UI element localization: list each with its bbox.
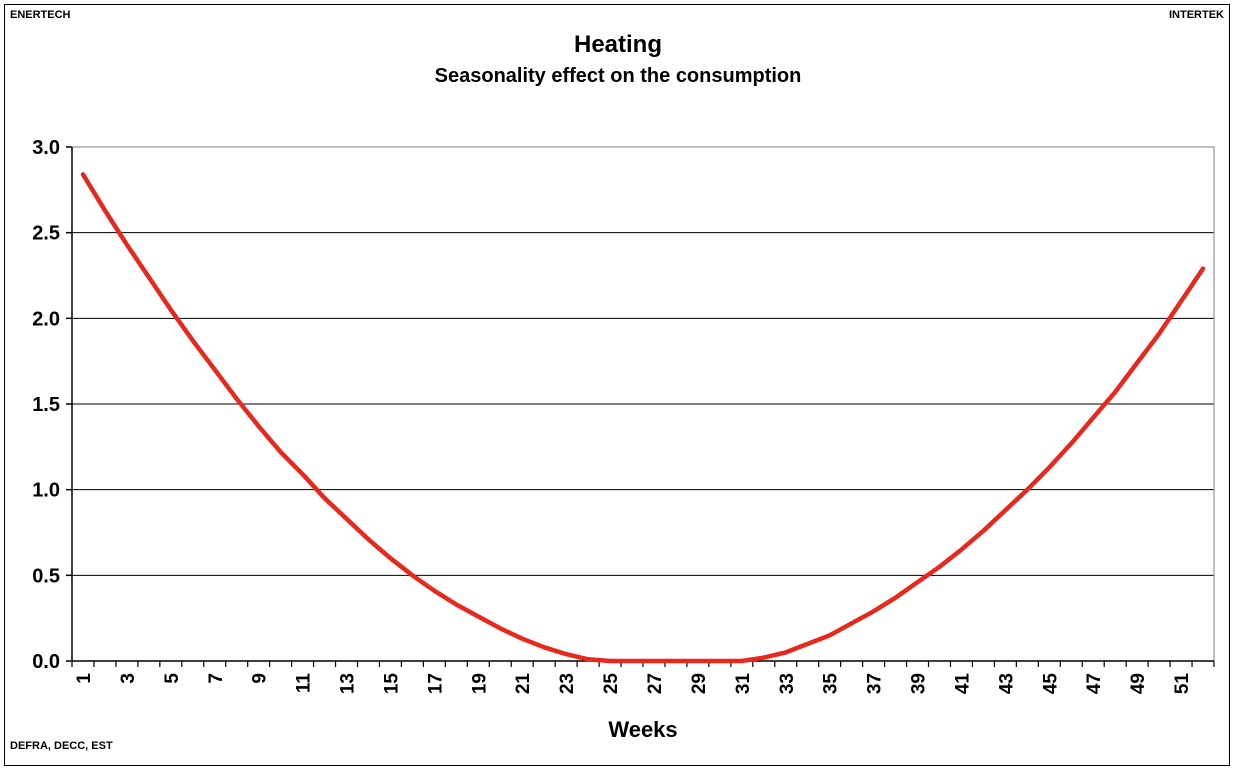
source-right-label: INTERTEK <box>1169 9 1224 21</box>
x-tick-label: 15 <box>381 673 402 695</box>
y-tick-label: 3.0 <box>32 137 60 159</box>
chart-frame <box>4 4 1230 766</box>
x-tick-label: 31 <box>733 673 754 695</box>
x-tick-label: 37 <box>865 673 886 694</box>
x-tick-label: 35 <box>821 673 842 695</box>
chart-title: Heating <box>573 31 662 58</box>
gridlines <box>72 146 1214 576</box>
x-tick-label: 1 <box>74 673 95 684</box>
x-tick-label: 27 <box>645 673 666 694</box>
x-tick-label: 3 <box>118 673 139 684</box>
x-tick-label: 9 <box>250 673 271 684</box>
chart-subtitle: Seasonality effect on the consumption <box>434 65 802 87</box>
x-tick-label: 13 <box>338 673 359 694</box>
x-tick-label: 51 <box>1172 673 1193 695</box>
y-tick-label: 2.0 <box>32 308 60 330</box>
source-left-label: ENERTECH <box>10 9 71 21</box>
series-line <box>80 172 1206 664</box>
x-tick-label: 21 <box>513 673 534 695</box>
y-tick-label: 2.5 <box>32 223 60 245</box>
x-tick-label: 33 <box>777 673 798 694</box>
x-tick-label: 47 <box>1084 673 1105 694</box>
x-tick-label: 25 <box>601 673 622 695</box>
y-axis-ticks: 0.0 0.5 1.0 1.5 2.0 2.5 3.0 <box>32 137 72 673</box>
x-tick-label: 17 <box>425 673 446 694</box>
x-axis-label: Weeks <box>608 717 677 742</box>
x-tick-label: 19 <box>469 673 490 694</box>
x-tick-label: 49 <box>1128 673 1149 694</box>
x-tick-label: 45 <box>1040 673 1061 695</box>
footer-source-label: DEFRA, DECC, EST <box>10 740 113 752</box>
x-tick-label: 23 <box>557 673 578 694</box>
y-tick-label: 0.5 <box>32 565 60 587</box>
y-tick-label: 1.5 <box>32 394 60 416</box>
x-tick-label: 7 <box>206 673 227 684</box>
x-tick-label: 5 <box>162 673 183 684</box>
y-tick-label: 0.0 <box>32 651 60 673</box>
x-tick-label: 39 <box>909 673 930 694</box>
x-tick-label: 43 <box>996 673 1017 694</box>
y-tick-label: 1.0 <box>32 480 60 502</box>
x-tick-label: 29 <box>689 673 710 694</box>
x-tick-label: 11 <box>294 673 315 694</box>
x-tick-label: 41 <box>952 673 973 695</box>
x-axis-ticks: 1 3 5 7 9 11 13 15 17 19 21 23 25 27 29 31 33 35 37 39 41 43 4… <box>71 661 1215 695</box>
